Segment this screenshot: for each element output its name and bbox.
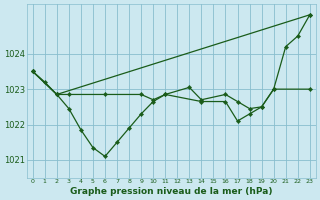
X-axis label: Graphe pression niveau de la mer (hPa): Graphe pression niveau de la mer (hPa) bbox=[70, 187, 273, 196]
